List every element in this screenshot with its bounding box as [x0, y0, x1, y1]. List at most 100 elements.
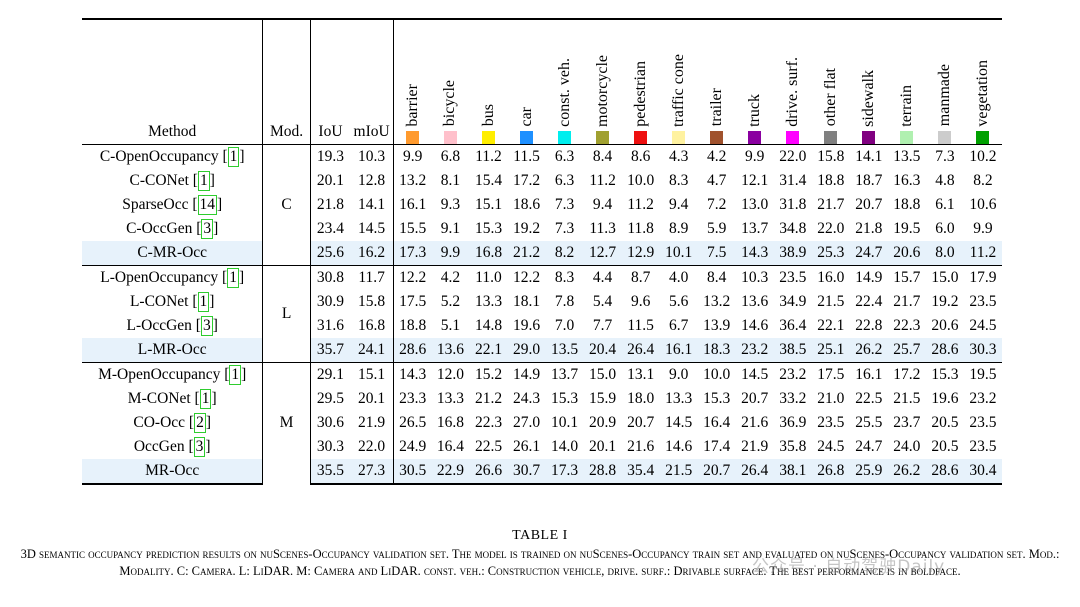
class-value: 9.9	[431, 240, 470, 265]
method-name: MR-Occ	[145, 461, 200, 479]
class-value: 22.3	[893, 316, 921, 334]
watermark: 公众号 · 自动驾驶Daily	[752, 557, 946, 577]
table-row: MR-Occ 35.5 27.3 30.5 22.9 26.6 30.7 17.3 28.8 35…	[82, 458, 1002, 485]
class-value: 20.4	[583, 337, 622, 362]
citation-link[interactable]: 1	[227, 267, 239, 288]
class-value: 9.6	[630, 292, 651, 310]
citation-link[interactable]: 2	[194, 412, 206, 433]
table-row: L-CONet [1] 30.9 15.8 17.5 5.2 13.3 18.1 7.8 5.4…	[82, 289, 1002, 314]
table-row: M-CONet [1] 29.5 20.1 23.3 13.3 21.2 24.3 15.3 1…	[82, 386, 1002, 411]
method-name: C-OpenOccupancy	[99, 147, 219, 165]
class-color-swatch	[786, 130, 800, 144]
class-value: 24.5	[817, 437, 845, 455]
class-value: 21.2	[474, 389, 503, 407]
class-value: 15.2	[469, 361, 508, 387]
class-value: 38.9	[773, 240, 812, 265]
class-value: 21.5	[817, 292, 845, 310]
citation-link[interactable]: 1	[227, 146, 240, 167]
class-value: 18.0	[627, 389, 655, 407]
class-value: 9.9	[973, 219, 993, 237]
class-value: 19.5	[963, 361, 1002, 387]
class-value: 15.0	[583, 361, 622, 387]
class-label: bus	[479, 104, 497, 127]
class-header-pedestrian: pedestrian	[621, 18, 660, 144]
class-label: vegetation	[973, 59, 991, 127]
citation-link[interactable]: 3	[193, 436, 206, 457]
citation-link[interactable]: 1	[197, 291, 210, 312]
modality-cell: C	[262, 143, 311, 265]
class-value: 15.1	[474, 195, 503, 213]
class-value: 26.4	[621, 337, 660, 362]
class-value: 38.1	[773, 458, 812, 485]
iou-value: 19.3	[310, 143, 351, 169]
class-value: 8.3	[668, 171, 689, 189]
class-value: 13.2	[703, 292, 731, 310]
miou-value: 10.3	[350, 143, 394, 169]
class-value: 4.8	[935, 171, 955, 189]
class-value: 9.1	[440, 219, 461, 237]
class-value: 12.2	[393, 264, 432, 290]
iou-value: 20.1	[316, 171, 345, 189]
class-value: 7.3	[925, 143, 964, 169]
class-value: 17.5	[811, 361, 850, 387]
class-value: 24.5	[969, 316, 997, 334]
class-value: 23.3	[399, 389, 427, 407]
miou-value: 27.3	[350, 458, 394, 485]
class-value: 25.1	[811, 337, 850, 362]
class-value: 10.6	[969, 195, 997, 213]
class-value: 25.7	[887, 337, 926, 362]
class-value: 30.4	[963, 458, 1002, 485]
citation-link[interactable]: 3	[200, 315, 213, 336]
class-value: 8.2	[545, 240, 584, 265]
class-value: 8.4	[583, 143, 622, 169]
class-value: 14.1	[849, 143, 888, 169]
class-value: 21.5	[659, 458, 698, 485]
citation-link[interactable]: 3	[201, 218, 214, 239]
class-value: 23.2	[735, 337, 774, 362]
class-value: 22.5	[474, 437, 503, 455]
class-label: manmade	[935, 64, 953, 127]
method-name: C-MR-Occ	[137, 243, 208, 261]
method-cell: SparseOcc [14]	[82, 192, 264, 217]
class-header-trailer: trailer	[697, 18, 736, 144]
class-color-swatch	[406, 130, 420, 144]
method-cell: M-CONet [1]	[82, 386, 264, 411]
class-value: 25.9	[849, 458, 888, 485]
class-value: 8.9	[668, 219, 689, 237]
class-value: 16.1	[849, 361, 888, 387]
method-cell: L-OpenOccupancy [1]	[82, 264, 264, 290]
class-value: 18.3	[697, 337, 736, 362]
miou-value: 16.8	[350, 313, 394, 338]
class-value: 13.3	[436, 389, 465, 407]
class-value: 14.3	[393, 361, 432, 387]
class-value: 30.3	[963, 337, 1002, 362]
class-value: 22.4	[855, 292, 883, 310]
class-value: 7.7	[592, 316, 613, 334]
class-value: 10.0	[627, 171, 655, 189]
citation-link[interactable]: 14	[197, 194, 218, 215]
method-cell: CO-Occ [2]	[82, 410, 264, 435]
class-value: 29.0	[507, 337, 546, 362]
method-name: M-CONet	[127, 389, 191, 407]
citation-link[interactable]: 1	[229, 364, 242, 385]
method-cell: C-OpenOccupancy [1]	[82, 143, 264, 169]
class-value: 15.3	[925, 361, 964, 387]
iou-value: 30.8	[310, 264, 351, 290]
class-value: 14.0	[551, 437, 579, 455]
class-header-manmade: manmade	[925, 18, 964, 144]
class-value: 20.6	[931, 316, 959, 334]
citation-link[interactable]: 1	[197, 170, 210, 191]
table-row: CO-Occ [2] 30.6 21.9 26.5 16.8 22.3 27.0 10.1 20…	[82, 410, 1002, 435]
class-value: 13.9	[703, 316, 731, 334]
class-value: 34.9	[779, 292, 807, 310]
class-value: 19.2	[512, 219, 541, 237]
class-value: 21.7	[893, 292, 921, 310]
class-color-swatch	[938, 130, 952, 144]
class-value: 13.7	[741, 219, 769, 237]
results-table: Method Mod. IoU mIoU barrier bicycle bus ca…	[82, 18, 1002, 485]
class-value: 23.2	[969, 389, 997, 407]
class-value: 7.3	[554, 219, 575, 237]
citation-link[interactable]: 1	[199, 388, 212, 409]
class-value: 16.3	[893, 171, 921, 189]
class-value: 22.5	[855, 389, 883, 407]
